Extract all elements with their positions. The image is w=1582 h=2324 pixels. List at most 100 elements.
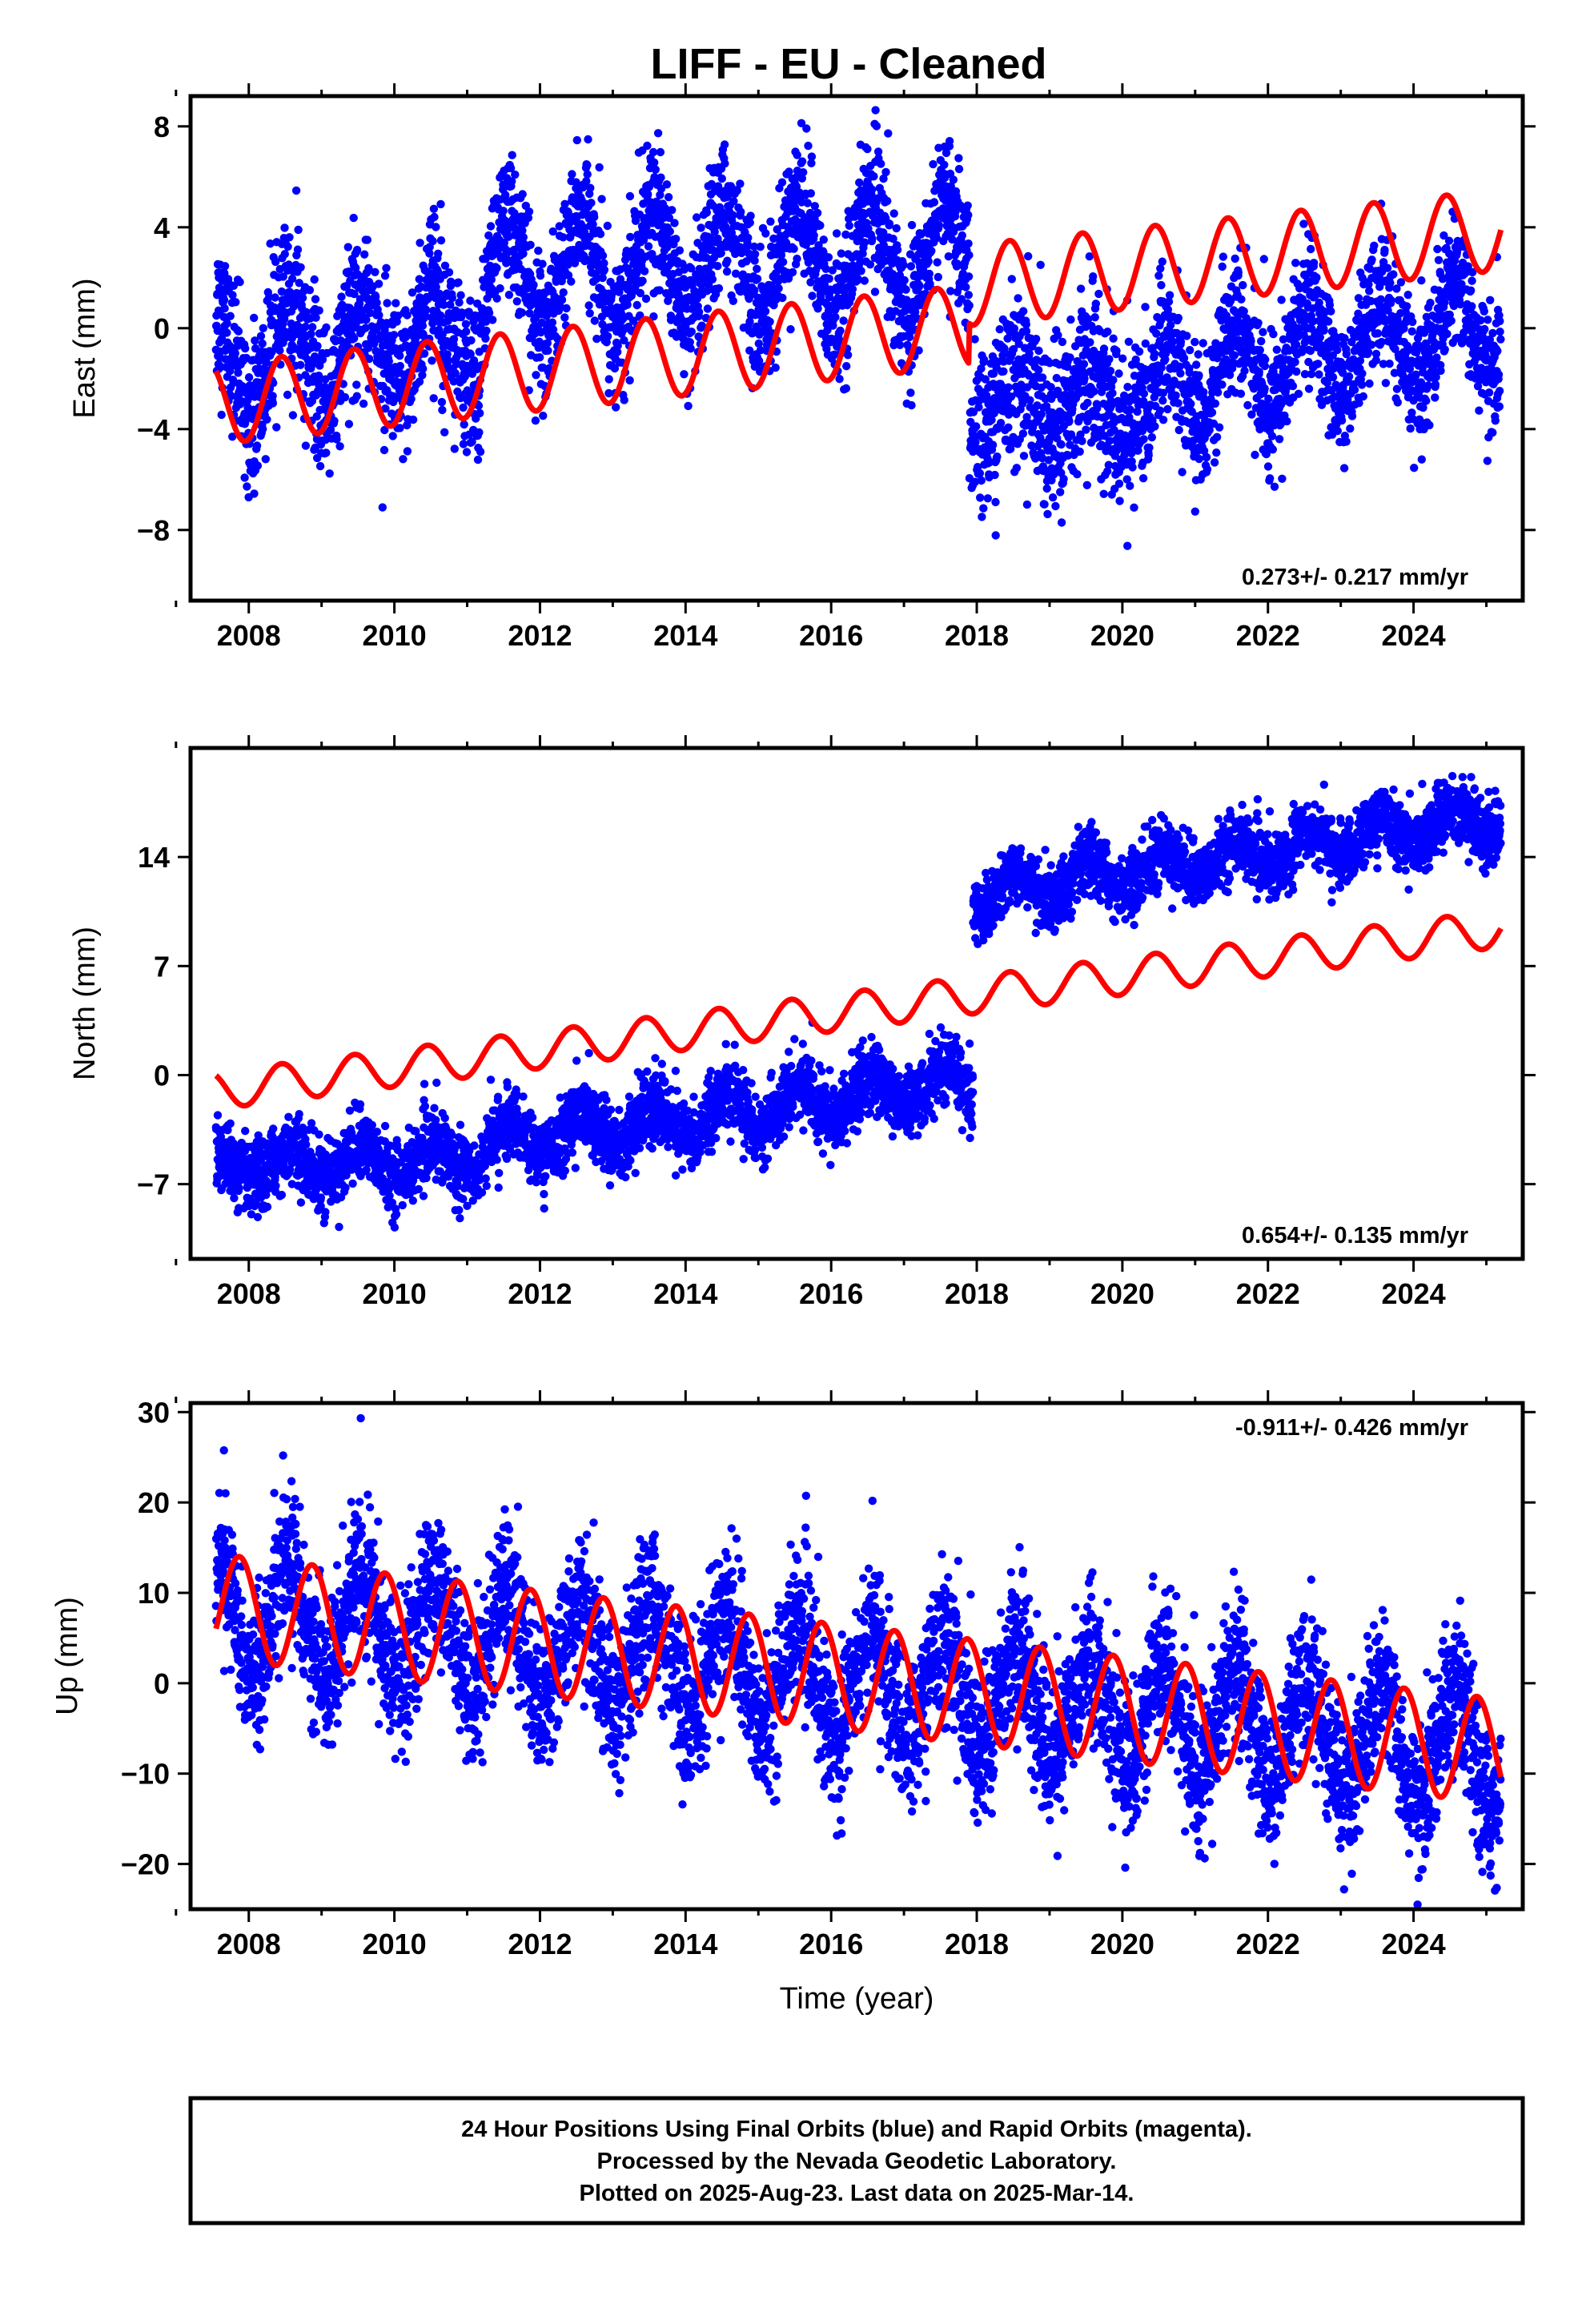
- east-data-point: [643, 141, 652, 151]
- east-data-point: [895, 340, 905, 349]
- east-data-point: [743, 242, 752, 251]
- east-data-point: [797, 157, 807, 166]
- east-data-point: [745, 317, 754, 326]
- east-data-point: [636, 288, 644, 298]
- east-data-point: [983, 494, 993, 503]
- east-data-point: [793, 254, 801, 263]
- east-data-point: [907, 400, 916, 410]
- east-data-point: [253, 461, 263, 470]
- east-data-point: [1123, 541, 1132, 550]
- east-data-point: [889, 209, 898, 218]
- east-data-point: [620, 396, 628, 404]
- east-data-point: [1212, 432, 1222, 441]
- east-data-point: [1034, 365, 1043, 375]
- east-points: [211, 106, 1505, 550]
- east-data-point: [590, 316, 599, 325]
- east-data-point: [468, 437, 476, 446]
- east-data-point: [279, 272, 287, 281]
- east-data-point: [1073, 470, 1082, 479]
- east-data-point: [1108, 388, 1117, 398]
- east-data-point: [1052, 373, 1062, 383]
- east-data-point: [1006, 392, 1016, 401]
- east-data-point: [868, 234, 877, 243]
- east-data-point: [953, 259, 962, 268]
- east-data-point: [860, 238, 869, 247]
- east-data-point: [927, 247, 936, 255]
- east-data-point: [518, 190, 527, 199]
- east-data-point: [625, 376, 634, 385]
- east-data-point: [450, 444, 459, 453]
- east-data-point: [301, 323, 310, 332]
- east-data-point: [250, 313, 259, 323]
- east-data-point: [1263, 462, 1273, 471]
- east-data-point: [958, 231, 967, 240]
- east-data-point: [1075, 447, 1084, 456]
- east-data-point: [252, 441, 262, 450]
- east-data-point: [531, 416, 540, 425]
- east-data-point: [350, 289, 359, 299]
- east-data-point: [443, 350, 452, 359]
- east-data-point: [587, 199, 596, 207]
- east-data-point: [1358, 369, 1367, 378]
- east-data-point: [1333, 345, 1342, 355]
- east-data-point: [361, 324, 370, 332]
- east-data-point: [733, 186, 741, 195]
- east-data-point: [288, 411, 298, 420]
- east-data-point: [583, 161, 592, 170]
- east-data-point: [1056, 488, 1065, 497]
- east-data-point: [745, 218, 754, 227]
- east-data-point: [277, 287, 287, 296]
- east-data-point: [1210, 458, 1219, 467]
- east-data-point: [655, 286, 664, 295]
- east-data-point: [496, 283, 504, 293]
- east-data-point: [872, 122, 881, 131]
- east-data-point: [449, 335, 459, 344]
- east-data-point: [1105, 355, 1114, 364]
- east-data-point: [957, 295, 966, 304]
- east-data-point: [476, 447, 485, 456]
- east-data-point: [996, 419, 1006, 428]
- east-data-point: [548, 325, 558, 334]
- east-data-point: [1192, 360, 1201, 369]
- east-data-point: [1387, 296, 1395, 305]
- east-data-point: [848, 284, 857, 294]
- east-data-point: [851, 209, 860, 219]
- east-data-point: [885, 219, 894, 228]
- east-data-point: [979, 356, 989, 364]
- east-data-point: [335, 442, 344, 451]
- east-data-point: [1154, 271, 1163, 280]
- east-data-point: [1254, 319, 1263, 328]
- east-data-point: [1012, 464, 1022, 472]
- east-data-point: [969, 408, 978, 416]
- east-data-point: [380, 271, 390, 280]
- east-data-point: [235, 278, 244, 287]
- east-data-point: [432, 223, 440, 231]
- east-data-point: [998, 351, 1007, 360]
- east-data-point: [877, 159, 885, 168]
- east-data-point: [613, 341, 622, 350]
- east-data-point: [283, 242, 292, 251]
- east-data-point: [592, 334, 601, 344]
- east-data-point: [1199, 339, 1207, 348]
- east-data-point: [600, 259, 608, 267]
- east-data-point: [749, 242, 759, 251]
- east-data-point: [1114, 369, 1123, 378]
- east-data-point: [1436, 366, 1445, 376]
- east-data-point: [446, 300, 455, 309]
- east-data-point: [954, 154, 963, 163]
- east-data-point: [475, 428, 484, 437]
- east-data-point: [336, 336, 345, 345]
- east-data-point: [444, 356, 453, 365]
- east-data-point: [814, 241, 823, 250]
- east-data-point: [1091, 300, 1101, 308]
- east-data-point: [1171, 391, 1180, 400]
- east-data-point: [979, 504, 988, 513]
- east-data-point: [312, 412, 321, 421]
- east-data-point: [710, 227, 719, 236]
- east-data-point: [930, 198, 939, 207]
- east-data-point: [1042, 484, 1051, 493]
- east-data-point: [562, 304, 571, 313]
- east-data-point: [536, 271, 545, 280]
- east-data-point: [964, 239, 973, 248]
- east-data-point: [1363, 348, 1373, 357]
